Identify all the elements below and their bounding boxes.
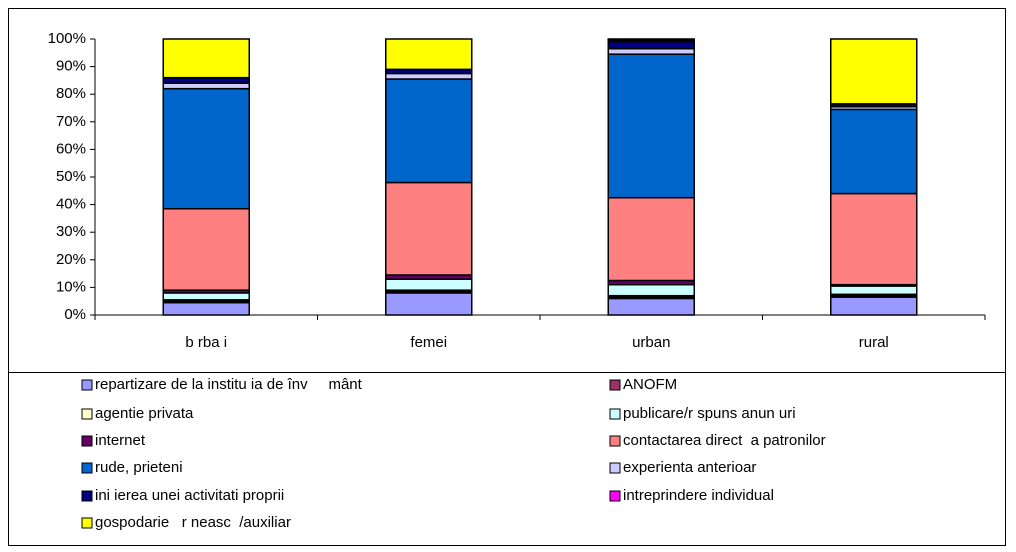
bar-segment <box>385 278 473 291</box>
legend-label: publicare/r spuns anun uri <box>623 405 796 422</box>
legend-label: ANOFM <box>623 376 677 393</box>
legend-swatch <box>81 490 93 502</box>
legend-swatch <box>81 379 93 391</box>
legend-swatch <box>609 490 621 502</box>
y-tick-label: 70% <box>56 113 86 130</box>
legend-label: contactarea direct a patronilor <box>623 432 826 449</box>
legend-label: gospodarie r neasc /auxiliar <box>95 514 291 531</box>
bar-segment <box>830 108 918 195</box>
legend-swatch <box>609 462 621 474</box>
bar-segment <box>385 292 473 316</box>
bar-segment <box>830 285 918 296</box>
bar-segment <box>162 207 250 291</box>
bar-segment <box>162 87 250 210</box>
legend-swatch <box>81 517 93 529</box>
legend-swatch <box>81 435 93 447</box>
bar-segment <box>830 38 918 105</box>
bar-segment <box>385 72 473 80</box>
y-tick-label: 40% <box>56 196 86 213</box>
legend-swatch <box>609 435 621 447</box>
bar-segment <box>162 76 250 84</box>
bar-segment <box>607 283 695 297</box>
x-tick-label: urban <box>632 334 670 351</box>
bar-segment <box>385 38 473 71</box>
y-tick-label: 60% <box>56 140 86 157</box>
legend-label: rude, prieteni <box>95 459 183 476</box>
bar-segment <box>162 38 250 79</box>
bar-segment <box>607 53 695 199</box>
y-tick-label: 30% <box>56 223 86 240</box>
legend-label: experienta anterioar <box>623 459 756 476</box>
bar-segment <box>607 47 695 55</box>
bar-segment <box>607 41 695 50</box>
legend-label: repartizare de la institu ia de înv mânt <box>95 376 363 393</box>
y-tick-label: 10% <box>56 278 86 295</box>
y-tick-label: 80% <box>56 85 86 102</box>
legend-label: intreprindere individual <box>623 487 774 504</box>
x-tick-label: b rba i <box>185 334 227 351</box>
bar-segment <box>385 78 473 184</box>
bar-segment <box>385 181 473 276</box>
bar-segment <box>162 292 250 301</box>
y-tick-label: 0% <box>64 306 86 323</box>
legend-swatch <box>609 408 621 420</box>
legend-label: agentie privata <box>95 405 194 422</box>
y-tick-label: 50% <box>56 168 86 185</box>
x-tick-label: rural <box>859 334 889 351</box>
y-tick-label: 100% <box>48 30 86 47</box>
bar-segment <box>162 82 250 90</box>
x-tick-label: femei <box>410 334 447 351</box>
bar-segment <box>607 297 695 316</box>
y-tick-label: 90% <box>56 58 86 75</box>
bar-segment <box>830 192 918 286</box>
bar-segment <box>607 38 695 42</box>
y-tick-label: 20% <box>56 251 86 268</box>
legend-swatch <box>81 462 93 474</box>
legend-swatch <box>609 379 621 391</box>
bar-segment <box>607 196 695 282</box>
legend-label: ini ierea unei activitati proprii <box>95 487 284 504</box>
legend-swatch <box>81 408 93 420</box>
bar-segment <box>162 301 250 316</box>
bar-segment <box>830 296 918 316</box>
legend-label: internet <box>95 432 146 449</box>
